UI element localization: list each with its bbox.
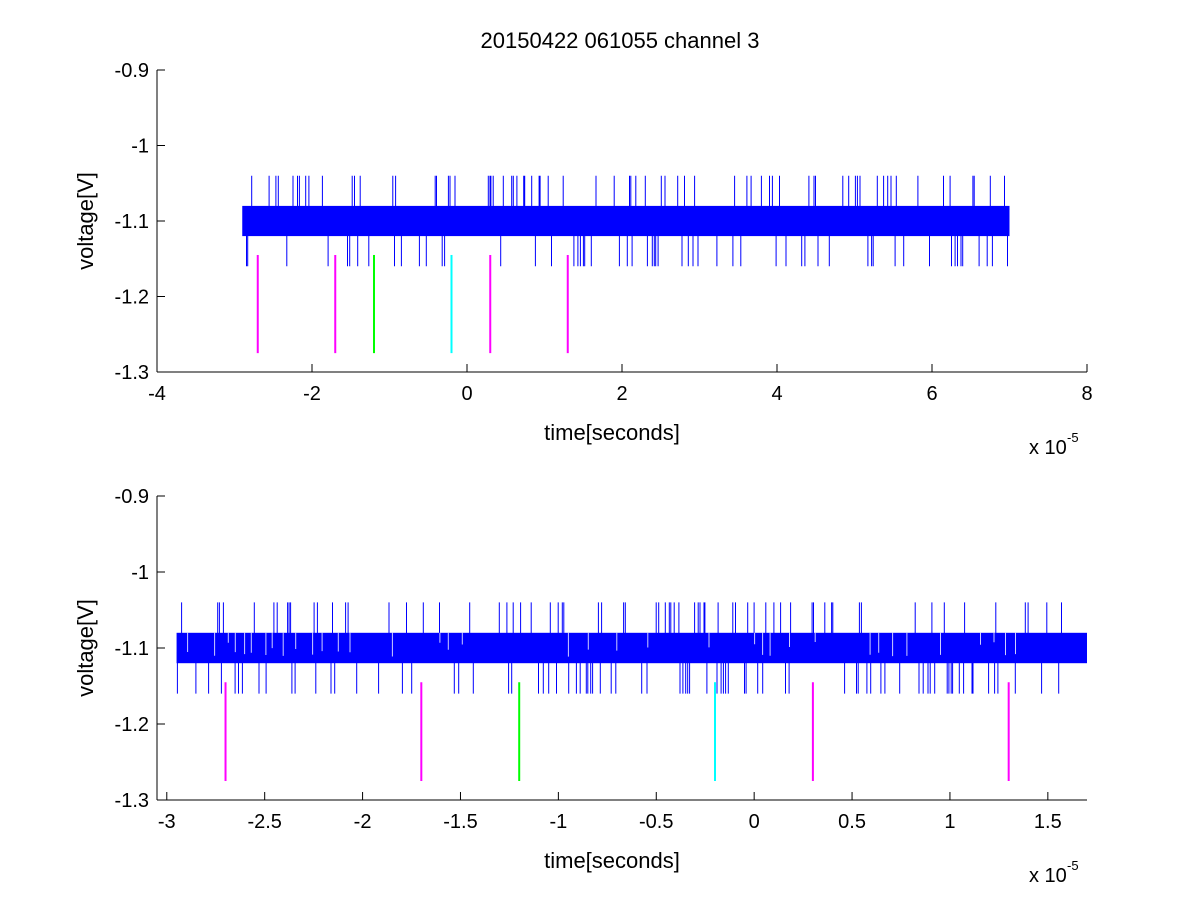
x-tick-label: 0 bbox=[749, 811, 760, 833]
x-tick-label: 0 bbox=[461, 383, 472, 405]
x-exponent-base: x 10 bbox=[1029, 437, 1067, 459]
plot-bottom: -0.9 -1 -1.1 -1.2 -1.3 -3 -2.5 -2 -1.5 -1 -0.5 0 0.5… bbox=[73, 486, 1087, 887]
y-tick-label: -1 bbox=[131, 562, 149, 584]
y-tick-label: -1.2 bbox=[115, 287, 149, 309]
x-tick-label: -1.5 bbox=[443, 811, 477, 833]
signal-band bbox=[176, 632, 1087, 664]
signal-gaps bbox=[187, 632, 1016, 657]
x-tick-label: 1.5 bbox=[1034, 811, 1062, 833]
x-tick-label: -2 bbox=[303, 383, 321, 405]
plot-top: -0.9 -1 -1.1 -1.2 -1.3-4 -2 0 2 4 6 8 time[seconds]… bbox=[73, 60, 1093, 459]
x-axis-label: time[seconds] bbox=[544, 420, 680, 445]
x-tick-label: -0.5 bbox=[639, 811, 673, 833]
y-tick-label: -1 bbox=[131, 136, 149, 158]
y-tick-label: -1.1 bbox=[115, 211, 149, 233]
x-tick-label: 2 bbox=[616, 383, 627, 405]
x-tick-label: 8 bbox=[1081, 383, 1092, 405]
y-tick-label: -1.3 bbox=[115, 362, 149, 384]
y-axis-label: voltage[V] bbox=[73, 172, 98, 270]
x-tick-label: -2.5 bbox=[247, 811, 281, 833]
x-tick-label: 1 bbox=[944, 811, 955, 833]
x-tick-label: -1 bbox=[549, 811, 567, 833]
series-0 bbox=[176, 602, 1087, 694]
y-tick-label: -0.9 bbox=[115, 486, 149, 508]
x-tick-label: 6 bbox=[926, 383, 937, 405]
signal-spikes bbox=[176, 602, 1062, 694]
y-tick-label: -1.3 bbox=[115, 790, 149, 812]
signal-spikes bbox=[246, 175, 1008, 267]
x-exponent-base: x 10 bbox=[1029, 865, 1067, 887]
figure-title: 20150422 061055 channel 3 bbox=[481, 28, 760, 53]
y-tick-label: -1.2 bbox=[115, 714, 149, 736]
x-tick-label: -4 bbox=[148, 383, 166, 405]
y-axis-label: voltage[V] bbox=[73, 599, 98, 697]
x-tick-label: 4 bbox=[771, 383, 782, 405]
x-exponent-power: -5 bbox=[1067, 858, 1079, 873]
x-exponent-power: -5 bbox=[1067, 430, 1079, 445]
y-tick-label: -1.1 bbox=[115, 638, 149, 660]
x-tick-label: -3 bbox=[158, 811, 176, 833]
signal-band bbox=[242, 205, 1010, 237]
x-axis-label: time[seconds] bbox=[544, 848, 680, 873]
series-0 bbox=[242, 175, 1010, 267]
x-tick-label: 0.5 bbox=[838, 811, 866, 833]
y-tick-label: -0.9 bbox=[115, 60, 149, 82]
x-tick-label: -2 bbox=[354, 811, 372, 833]
